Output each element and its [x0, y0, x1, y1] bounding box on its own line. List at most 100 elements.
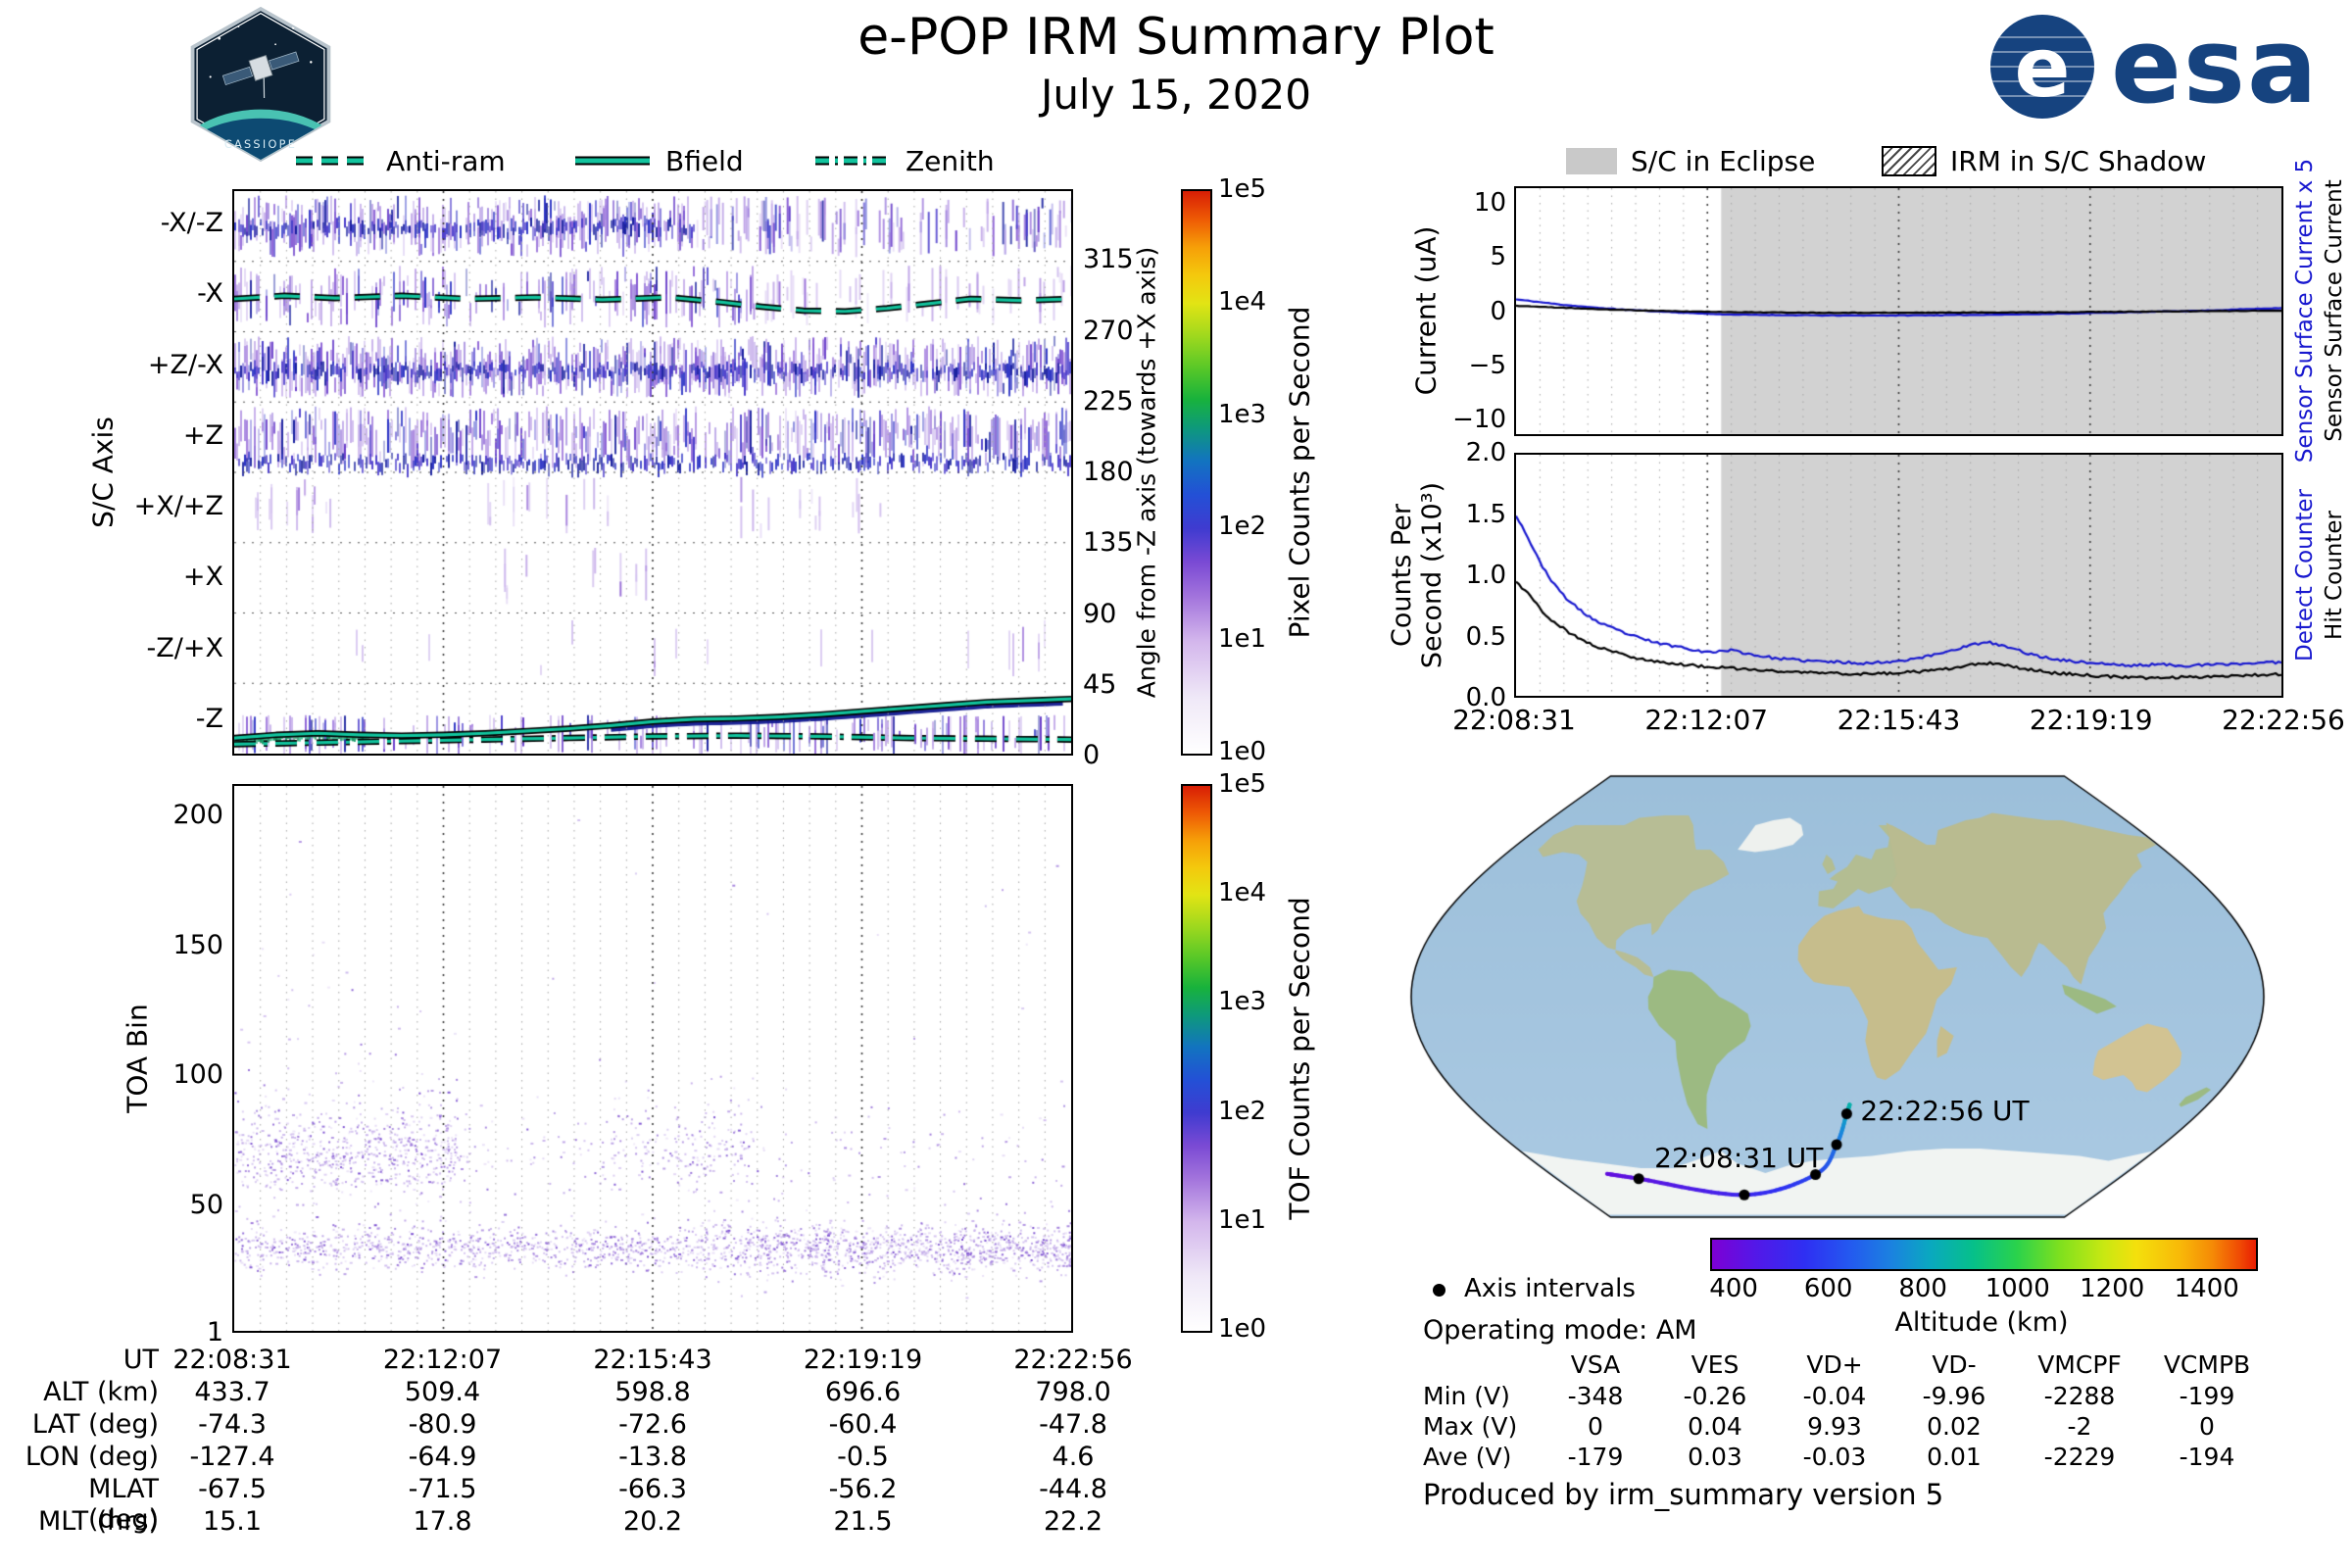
angle-axis-tick: 45 — [1083, 668, 1117, 700]
angle-axis-tick: 180 — [1083, 457, 1134, 487]
toa-ylabel: TOA Bin — [121, 1004, 154, 1113]
axis-intervals-label: Axis intervals — [1464, 1274, 1636, 1303]
ephemeris-cell: 22:15:43 — [593, 1345, 712, 1375]
pixel-cb-tick: 1e2 — [1218, 512, 1267, 542]
toa-ytick: 50 — [189, 1189, 223, 1220]
ephemeris-cell: -56.2 — [828, 1474, 898, 1504]
page-title: e-POP IRM Summary Plot — [858, 8, 1494, 67]
counts-ytick: 0.5 — [1465, 621, 1506, 652]
sc-axis-row-label: +X — [182, 562, 223, 593]
ephemeris-cell: 598.8 — [614, 1377, 691, 1407]
voltage-cell: 0.04 — [1688, 1412, 1742, 1441]
altitude-tick: 1400 — [2174, 1274, 2239, 1303]
current-ytick: 10 — [1473, 187, 1506, 218]
counts-ytick: 1.5 — [1465, 499, 1506, 529]
voltage-row-label: Max (V) — [1423, 1412, 1518, 1441]
toa-ytick: 1 — [206, 1317, 223, 1348]
angle-axis-tick: 270 — [1083, 315, 1134, 346]
esa-wordmark: esa — [2111, 6, 2320, 126]
ephemeris-cell: -64.9 — [408, 1442, 477, 1472]
voltage-cell: 0.01 — [1927, 1443, 1982, 1471]
angle-axis-tick: 135 — [1083, 527, 1134, 559]
ephemeris-cell: 433.7 — [194, 1377, 270, 1407]
right-time-tick: 22:19:19 — [2029, 704, 2153, 736]
operating-mode: Operating mode: AM — [1423, 1315, 1697, 1346]
pixel-cb-tick: 1e1 — [1218, 624, 1267, 655]
ephemeris-cell: -72.6 — [618, 1409, 687, 1440]
sc-axis-row-label: -Z/+X — [146, 632, 223, 663]
page-date: July 15, 2020 — [1041, 71, 1311, 119]
ephemeris-cell: 696.6 — [824, 1377, 902, 1407]
sc-axis-row-label: +Z/-X — [147, 349, 223, 380]
track-start-label: 22:08:31 UT — [1654, 1141, 1824, 1174]
toa-ytick: 150 — [172, 929, 223, 960]
right-time-tick: 22:12:07 — [1644, 704, 1769, 736]
ground-track-map-canvas — [1401, 766, 2274, 1227]
voltage-cell: -199 — [2179, 1382, 2235, 1410]
counts-ytick: 2.0 — [1465, 438, 1506, 467]
ephemeris-cell: -66.3 — [618, 1474, 687, 1504]
altitude-tick: 600 — [1803, 1274, 1853, 1303]
esa-logo: e esa — [1987, 12, 2320, 122]
antiram-line-icon — [296, 156, 370, 166]
voltage-cell: 0.03 — [1688, 1443, 1742, 1471]
legend-zenith: Zenith — [813, 143, 995, 178]
toa-ytick: 100 — [172, 1059, 223, 1091]
voltage-col-header: VSA — [1570, 1350, 1621, 1379]
tof-cb-tick: 1e2 — [1218, 1096, 1267, 1126]
toa-spectrogram-canvas — [234, 786, 1071, 1331]
ephemeris-row-label: LON (deg) — [24, 1442, 159, 1472]
pixel-cb-tick: 1e4 — [1218, 286, 1267, 317]
ephemeris-cell: 509.4 — [404, 1377, 481, 1407]
angle-axis-tick: 225 — [1083, 385, 1134, 416]
counts-per-second-canvas — [1516, 455, 2281, 696]
ephemeris-cell: 21.5 — [833, 1506, 893, 1537]
voltage-cell: -9.96 — [1922, 1382, 1986, 1410]
ephemeris-cell: 22:08:31 — [172, 1345, 292, 1375]
voltage-row-label: Ave (V) — [1423, 1443, 1512, 1471]
ephemeris-cell: -60.4 — [828, 1409, 898, 1440]
pixel-counts-colorbar — [1181, 189, 1212, 756]
bfield-line-icon — [575, 156, 650, 166]
angle-axis-tick: 315 — [1083, 244, 1134, 275]
current-right-label-black: Sensor Surface Current — [2322, 179, 2347, 442]
sc-axis-row-label: -X — [197, 278, 223, 310]
right-time-tick: 22:22:56 — [2222, 704, 2345, 736]
sensor-current-canvas — [1516, 188, 2281, 434]
ephemeris-row-label: ALT (km) — [43, 1377, 159, 1407]
current-ytick: −10 — [1452, 405, 1506, 435]
ephemeris-cell: -127.4 — [189, 1442, 275, 1472]
sc-axis-row-label: -X/-Z — [160, 208, 223, 239]
counts-right-label-blue: Detect Counter — [2292, 489, 2318, 662]
ephemeris-cell: 22:19:19 — [803, 1345, 923, 1375]
voltage-cell: 9.93 — [1807, 1412, 1862, 1441]
current-ytick: 5 — [1490, 242, 1506, 272]
current-right-label-blue: Sensor Surface Current x 5 — [2292, 158, 2318, 464]
altitude-tick: 1200 — [2080, 1274, 2145, 1303]
altitude-axis-label: Altitude (km) — [1894, 1307, 2069, 1338]
ephemeris-cell: 22.2 — [1043, 1506, 1103, 1537]
right-time-tick: 22:15:43 — [1837, 704, 1961, 736]
pixel-counts-colorbar-label: Pixel Counts per Second — [1283, 306, 1316, 639]
shadow-swatch-icon — [1882, 145, 1936, 176]
toa-ytick: 200 — [172, 799, 223, 830]
sc-axis-row-label: +Z — [182, 419, 223, 451]
voltage-cell: -194 — [2179, 1443, 2235, 1471]
sc-axis-row-label: -Z — [195, 703, 223, 734]
ephemeris-cell: -71.5 — [408, 1474, 477, 1504]
ephemeris-cell: -80.9 — [408, 1409, 477, 1440]
legend-bfield-label: Bfield — [665, 144, 744, 177]
pixel-cb-tick: 1e5 — [1218, 174, 1267, 204]
ephemeris-cell: 20.2 — [622, 1506, 683, 1537]
ephemeris-cell: -67.5 — [198, 1474, 267, 1504]
altitude-tick: 1000 — [1984, 1274, 2050, 1303]
ephemeris-cell: -47.8 — [1039, 1409, 1107, 1440]
voltage-cell: -2229 — [2043, 1443, 2116, 1471]
track-end-label: 22:22:56 UT — [1860, 1094, 2030, 1127]
legend-eclipse-label: S/C in Eclipse — [1631, 144, 1816, 177]
altitude-tick: 400 — [1709, 1274, 1758, 1303]
sc-axis-row-label: +X/+Z — [133, 491, 223, 522]
voltage-cell: -0.03 — [1802, 1443, 1867, 1471]
voltage-cell: -0.04 — [1802, 1382, 1867, 1410]
